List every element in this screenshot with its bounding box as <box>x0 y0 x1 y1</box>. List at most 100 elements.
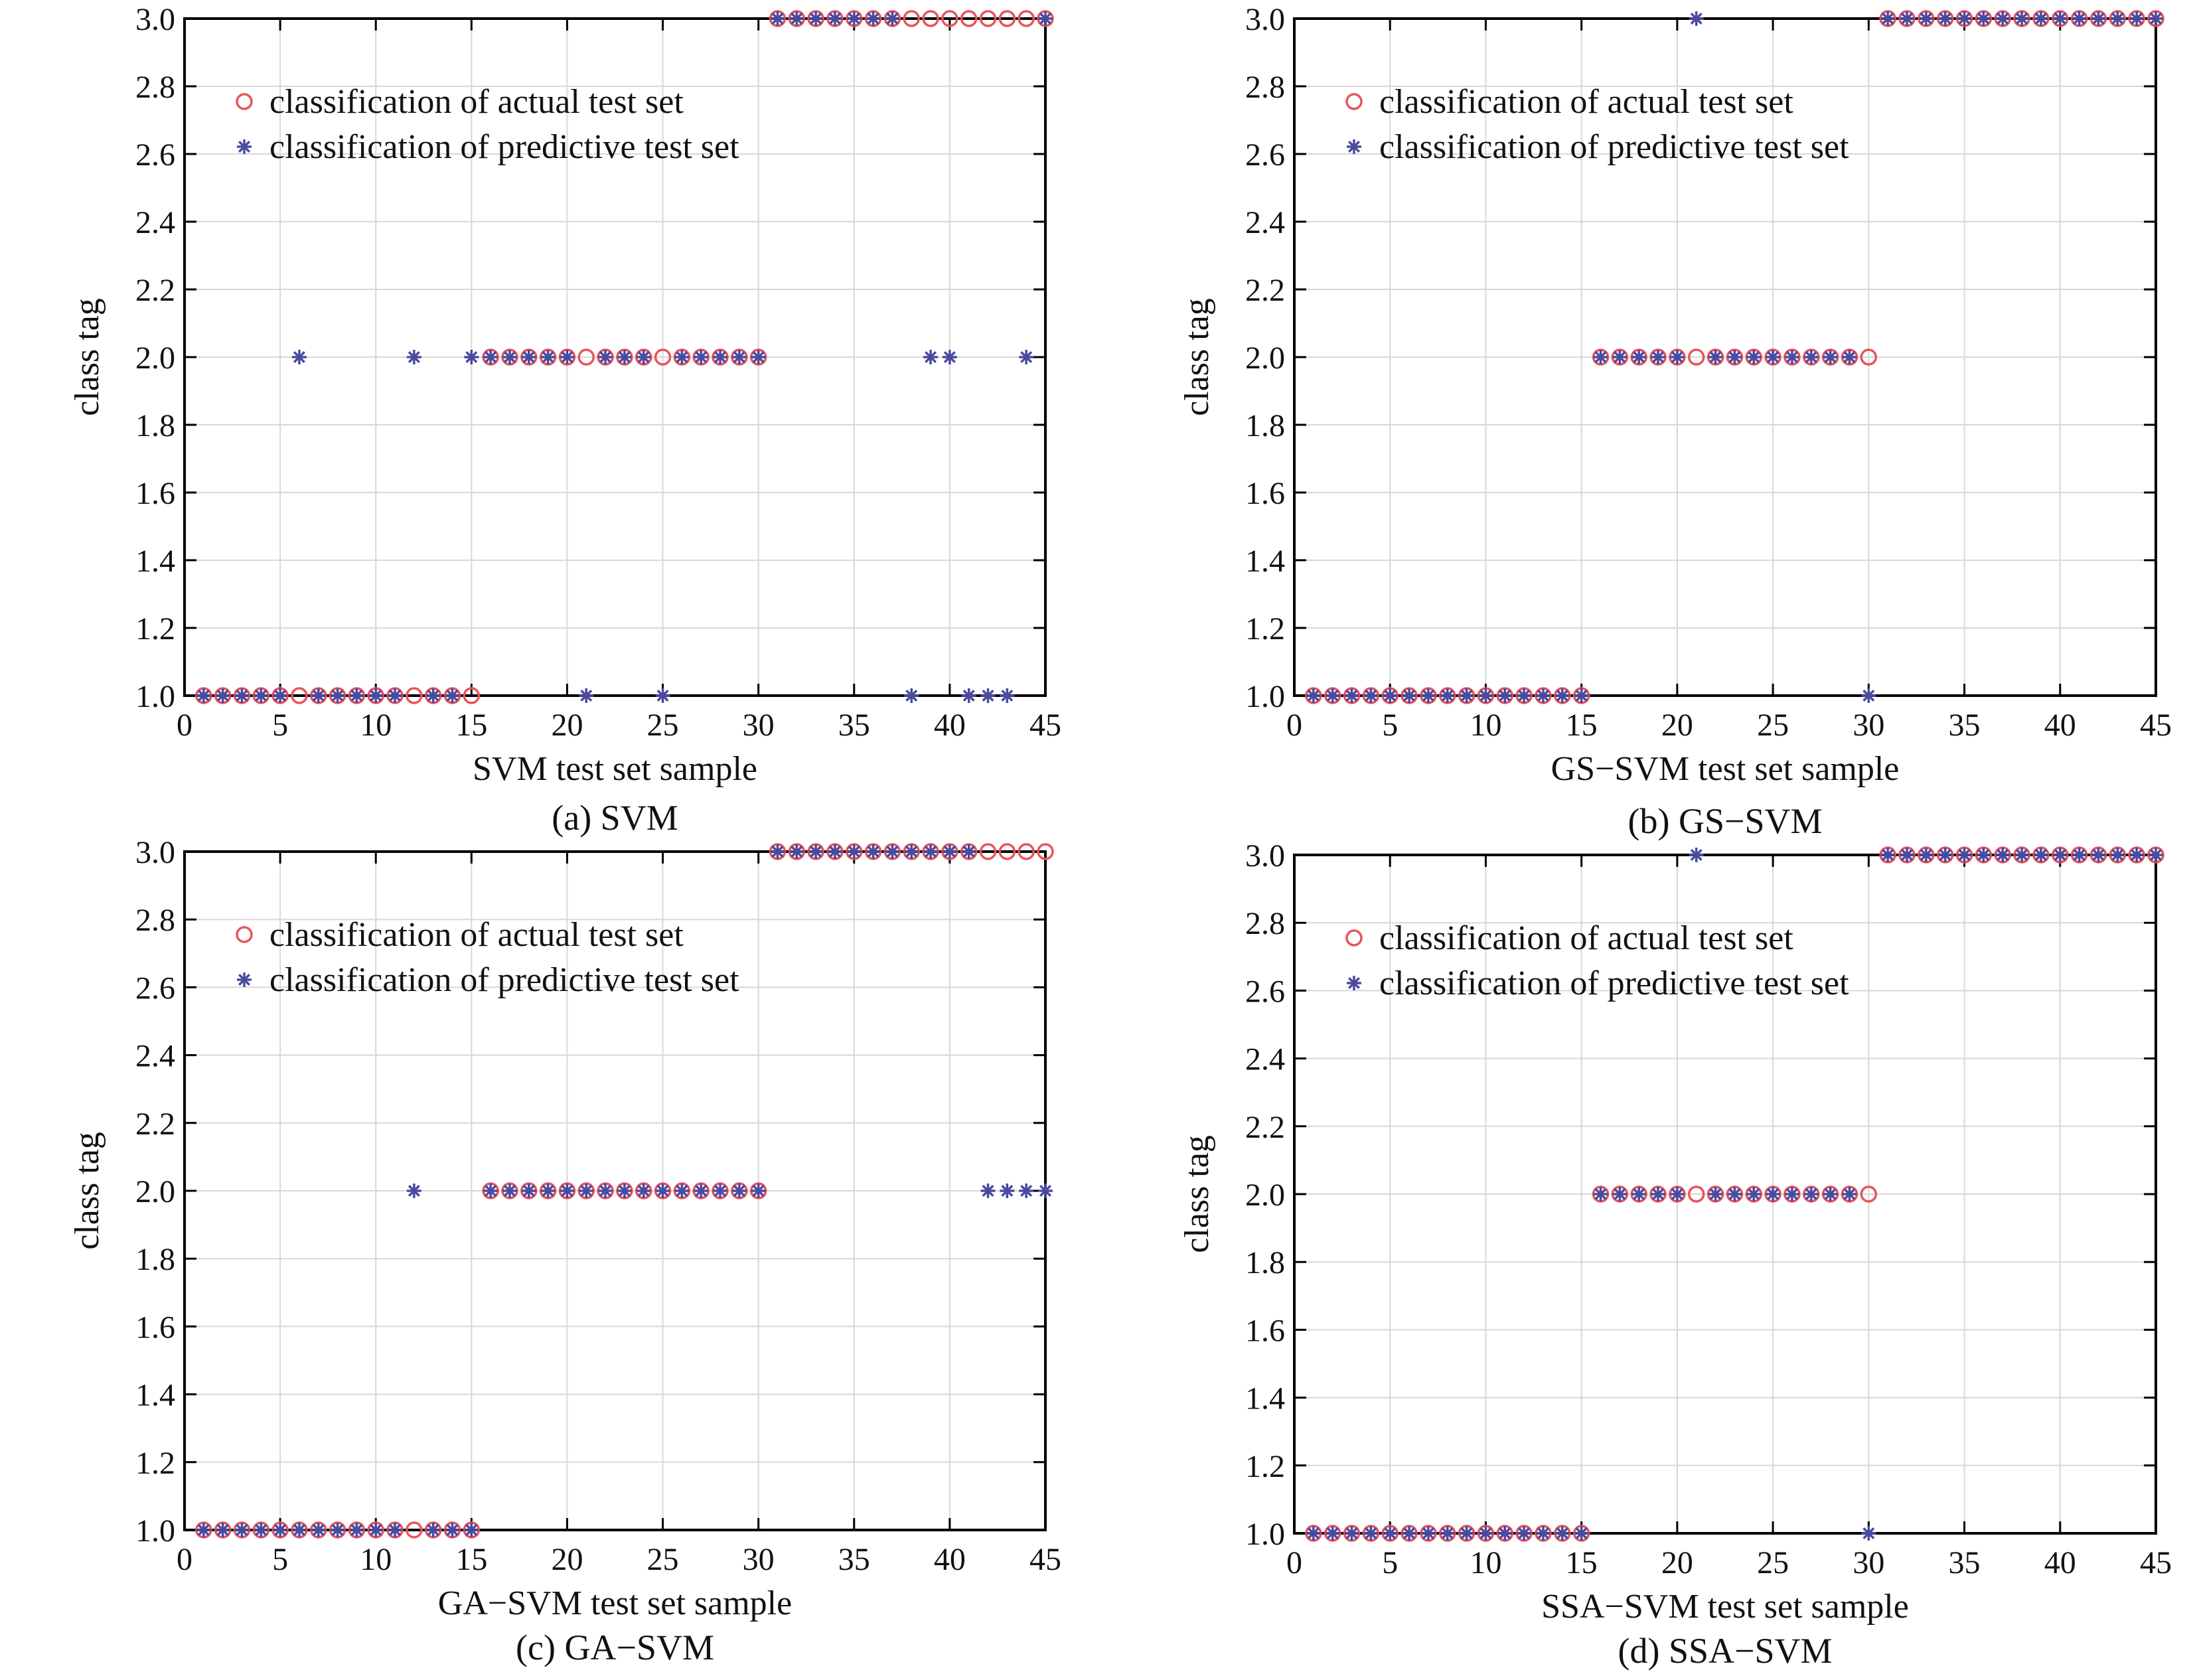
data-point-predictive <box>445 1523 460 1537</box>
x-tick-label: 5 <box>272 1542 288 1577</box>
data-point-predictive <box>598 1184 613 1198</box>
y-tick-label: 2.8 <box>1245 906 1285 941</box>
data-point-predictive <box>731 350 747 364</box>
data-point-predictive <box>655 1184 670 1198</box>
y-tick-label: 2.8 <box>135 903 175 938</box>
data-point-actual <box>1860 348 1878 366</box>
data-point-predictive <box>464 1523 479 1537</box>
data-point-predictive <box>406 350 421 364</box>
y-tick-label: 1.2 <box>135 1446 175 1481</box>
data-point-predictive <box>1038 11 1053 26</box>
data-point-predictive <box>846 11 862 26</box>
data-point-predictive <box>961 688 976 703</box>
data-point-actual <box>406 1521 423 1539</box>
x-tick-label: 0 <box>1286 708 1302 743</box>
x-tick-label: 10 <box>360 1542 392 1577</box>
data-point-predictive <box>1325 1526 1340 1541</box>
data-point-actual <box>903 10 920 27</box>
data-point-predictive <box>388 688 403 703</box>
data-point-predictive <box>291 350 307 364</box>
x-tick-label: 40 <box>934 1542 966 1577</box>
data-point-predictive <box>445 688 460 703</box>
data-point-actual <box>291 687 308 704</box>
y-tick-label: 1.4 <box>1245 544 1285 579</box>
data-point-predictive <box>598 350 613 364</box>
data-point-predictive <box>1976 848 1991 862</box>
data-point-actual <box>1687 348 1705 366</box>
legend: classification of actual test set classif… <box>1345 83 1849 166</box>
legend: classification of actual test set classif… <box>1345 919 1849 1002</box>
data-point-predictive <box>1631 1187 1647 1201</box>
y-tick-label: 2.0 <box>1245 1178 1285 1213</box>
data-point-predictive <box>483 350 498 364</box>
data-point-predictive <box>827 844 842 859</box>
x-tick-label: 10 <box>1470 1545 1501 1580</box>
chart-panel-3: 0 5 10 15 20 25 30 35 40 45 1.0 1.2 1.4 1.6 1.8 2.0 2.2 2… <box>68 835 1061 1667</box>
data-point-predictive <box>406 1184 421 1198</box>
y-tick-label: 2.0 <box>135 1174 175 1209</box>
x-tick-label: 25 <box>647 708 679 743</box>
data-point-predictive <box>2052 11 2068 26</box>
data-point-actual <box>960 10 978 27</box>
x-tick-label: 20 <box>551 708 583 743</box>
legend-label-actual: classification of actual test set <box>269 83 684 121</box>
x-tick-label: 35 <box>838 708 870 743</box>
y-tick-label: 1.2 <box>135 611 175 647</box>
data-point-predictive <box>1842 1187 1857 1201</box>
data-point-predictive <box>1383 688 1398 703</box>
x-tick-label: 30 <box>743 708 775 743</box>
data-point-predictive <box>273 688 288 703</box>
data-point-predictive <box>388 1523 403 1537</box>
data-point-predictive <box>1019 1184 1034 1198</box>
data-point-predictive <box>1651 1187 1666 1201</box>
x-tick-label: 20 <box>1661 1545 1693 1580</box>
data-point-predictive <box>1900 11 1915 26</box>
legend-label-predictive: classification of predictive test set <box>269 961 739 999</box>
x-tick-label: 20 <box>551 1542 583 1577</box>
data-point-predictive <box>521 350 536 364</box>
x-tick-label: 35 <box>1949 1545 1981 1580</box>
data-point-predictive <box>1708 350 1723 364</box>
legend-label-predictive: classification of predictive test set <box>1379 128 1849 166</box>
data-point-predictive <box>2110 848 2125 862</box>
data-point-predictive <box>311 1523 326 1537</box>
data-point-predictive <box>1497 1526 1513 1541</box>
y-tick-label: 2.6 <box>135 970 175 1006</box>
y-tick-label: 1.0 <box>1245 679 1285 714</box>
legend: classification of actual test set classif… <box>236 83 739 166</box>
data-point-predictive <box>1937 848 1953 862</box>
legend-marker-actual <box>1345 93 1363 110</box>
legend-label-predictive: classification of predictive test set <box>269 128 739 166</box>
x-tick-label: 5 <box>1382 708 1398 743</box>
y-tick-label: 2.8 <box>135 70 175 105</box>
data-point-predictive <box>1842 350 1857 364</box>
legend-marker-predictive <box>1347 139 1361 154</box>
data-point-predictive <box>1957 848 1972 862</box>
data-point-predictive <box>694 1184 709 1198</box>
data-point-predictive <box>311 688 326 703</box>
data-point-predictive <box>1727 1187 1742 1201</box>
data-point-predictive <box>1803 1187 1819 1201</box>
plot-frame <box>183 17 1047 697</box>
data-point-predictive <box>1861 1526 1876 1541</box>
data-point-predictive <box>2129 11 2145 26</box>
data-point-predictive <box>540 1184 556 1198</box>
x-tick-label: 30 <box>1853 1545 1884 1580</box>
legend-marker-predictive <box>237 139 252 154</box>
data-point-predictive <box>349 1523 364 1537</box>
data-point-predictive <box>1000 688 1015 703</box>
data-point-predictive <box>1478 688 1493 703</box>
x-tick-label: 15 <box>455 1542 487 1577</box>
data-point-predictive <box>1517 688 1532 703</box>
y-tick-label: 1.8 <box>1245 1245 1285 1280</box>
data-point-predictive <box>368 688 384 703</box>
data-point-predictive <box>234 1523 250 1537</box>
data-point-predictive <box>1689 11 1704 26</box>
y-tick-label: 2.8 <box>1245 70 1285 105</box>
data-point-actual <box>406 687 423 704</box>
data-point-predictive <box>1593 1187 1608 1201</box>
data-point-predictive <box>349 688 364 703</box>
data-point-predictive <box>904 844 919 859</box>
plot-frame <box>1293 17 2157 697</box>
